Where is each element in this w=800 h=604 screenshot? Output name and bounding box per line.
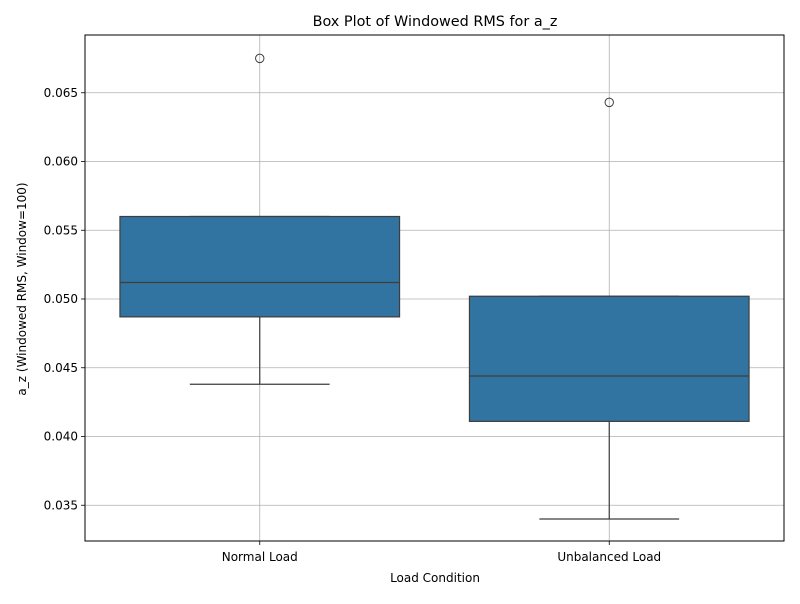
y-tick-label: 0.055 (44, 223, 78, 237)
box-layer (119, 53, 750, 520)
x-tick-label: Unbalanced Load (557, 550, 661, 564)
y-axis-label: a_z (Windowed RMS, Window=100) (15, 182, 29, 395)
outlier-point (255, 53, 265, 64)
x-tick-label: Normal Load (222, 550, 298, 564)
plot-frame (84, 34, 785, 542)
y-tick-label: 0.045 (44, 361, 78, 375)
chart-title: Box Plot of Windowed RMS for a_z (313, 14, 558, 30)
tick-layer: 0.035 0.040 0.045 0.050 0.055 0.060 0.065 Norma… (44, 86, 662, 564)
box-group (119, 53, 401, 385)
y-tick-label: 0.065 (44, 86, 78, 100)
iqr-box (468, 295, 750, 422)
box-group (468, 97, 750, 520)
x-axis-label: Load Condition (390, 571, 480, 585)
outlier-point (604, 97, 614, 108)
y-tick-label: 0.050 (44, 292, 78, 306)
y-tick-label: 0.060 (44, 155, 78, 169)
y-tick-label: 0.040 (44, 430, 78, 444)
iqr-box (119, 215, 401, 318)
y-tick-label: 0.035 (44, 498, 78, 512)
